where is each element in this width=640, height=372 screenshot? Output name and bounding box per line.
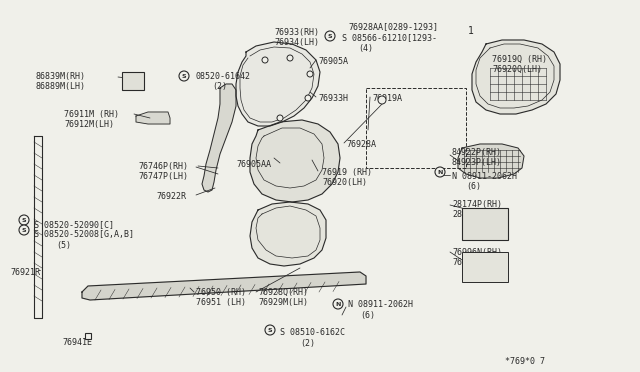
Circle shape [19, 215, 29, 225]
Polygon shape [472, 40, 560, 114]
Text: S: S [182, 74, 186, 78]
Text: 76905A: 76905A [318, 57, 348, 66]
Text: (2): (2) [300, 339, 315, 348]
Text: 76928Q(RH): 76928Q(RH) [258, 288, 308, 297]
Text: 86889M(LH): 86889M(LH) [36, 82, 86, 91]
Text: 08520-61642: 08520-61642 [196, 72, 251, 81]
Text: (6): (6) [466, 182, 481, 191]
Text: S 08510-6162C: S 08510-6162C [280, 328, 345, 337]
Text: 76921R: 76921R [10, 268, 40, 277]
Text: 76905AA: 76905AA [236, 160, 271, 169]
Text: 76933(RH): 76933(RH) [274, 28, 319, 37]
Text: S 08520-52090[C]: S 08520-52090[C] [34, 220, 114, 229]
Text: 76919 (RH): 76919 (RH) [322, 168, 372, 177]
Text: 76951 (LH): 76951 (LH) [196, 298, 246, 307]
Text: 76941E: 76941E [62, 338, 92, 347]
Text: 76950 (RH): 76950 (RH) [196, 288, 246, 297]
Text: N 08911-2062H: N 08911-2062H [452, 172, 517, 181]
Text: 76928A: 76928A [346, 140, 376, 149]
Text: 28175P(LH): 28175P(LH) [452, 210, 502, 219]
Bar [122, 72, 144, 90]
Text: N: N [335, 301, 340, 307]
Text: 84922P(RH): 84922P(RH) [452, 148, 502, 157]
Polygon shape [202, 84, 236, 192]
Text: 76912M(LH): 76912M(LH) [64, 120, 114, 129]
Text: S 08566-61210[1293-: S 08566-61210[1293- [342, 33, 437, 42]
Text: N: N [437, 170, 443, 174]
Text: 76919A: 76919A [372, 94, 402, 103]
Polygon shape [250, 202, 326, 266]
Text: 76929M(LH): 76929M(LH) [258, 298, 308, 307]
Text: 76928AA[0289-1293]: 76928AA[0289-1293] [348, 22, 438, 31]
Circle shape [325, 31, 335, 41]
Circle shape [262, 57, 268, 63]
Text: S: S [268, 327, 272, 333]
Circle shape [265, 325, 275, 335]
Text: 76920(LH): 76920(LH) [322, 178, 367, 187]
Polygon shape [136, 112, 170, 124]
Text: 76911M (RH): 76911M (RH) [64, 110, 119, 119]
Text: 76922R: 76922R [156, 192, 186, 201]
Polygon shape [236, 42, 320, 126]
Text: 86839M(RH): 86839M(RH) [36, 72, 86, 81]
Text: 76933H: 76933H [318, 94, 348, 103]
Text: 76919Q (RH): 76919Q (RH) [492, 55, 547, 64]
Text: S: S [22, 218, 26, 222]
Circle shape [378, 96, 386, 104]
Text: (2): (2) [212, 82, 227, 91]
Circle shape [333, 299, 343, 309]
Bar [366, 88, 466, 168]
Polygon shape [458, 144, 524, 178]
Text: S 08520-52008[G,A,B]: S 08520-52008[G,A,B] [34, 230, 134, 239]
Circle shape [19, 225, 29, 235]
Text: 28174P(RH): 28174P(RH) [452, 200, 502, 209]
Text: 76997N(LH): 76997N(LH) [452, 258, 502, 267]
Circle shape [277, 115, 283, 121]
Text: 76746P(RH): 76746P(RH) [138, 162, 188, 171]
Circle shape [435, 167, 445, 177]
Text: 76996N(RH): 76996N(RH) [452, 248, 502, 257]
Text: (4): (4) [358, 44, 373, 53]
Polygon shape [250, 120, 340, 202]
Circle shape [179, 71, 189, 81]
Text: 76920Q(LH): 76920Q(LH) [492, 65, 542, 74]
Text: *769*0 7: *769*0 7 [505, 357, 545, 366]
Circle shape [305, 95, 311, 101]
Bar [462, 252, 508, 282]
Text: N 08911-2062H: N 08911-2062H [348, 300, 413, 309]
Text: 76934(LH): 76934(LH) [274, 38, 319, 47]
Polygon shape [82, 272, 366, 300]
Bar [462, 208, 508, 240]
Text: 76747P(LH): 76747P(LH) [138, 172, 188, 181]
Text: 84923P(LH): 84923P(LH) [452, 158, 502, 167]
Text: S: S [22, 228, 26, 232]
Text: (6): (6) [360, 311, 375, 320]
Circle shape [307, 71, 313, 77]
Circle shape [287, 55, 293, 61]
Text: 1: 1 [468, 26, 474, 36]
Text: (5): (5) [56, 241, 71, 250]
Text: S: S [328, 33, 332, 38]
